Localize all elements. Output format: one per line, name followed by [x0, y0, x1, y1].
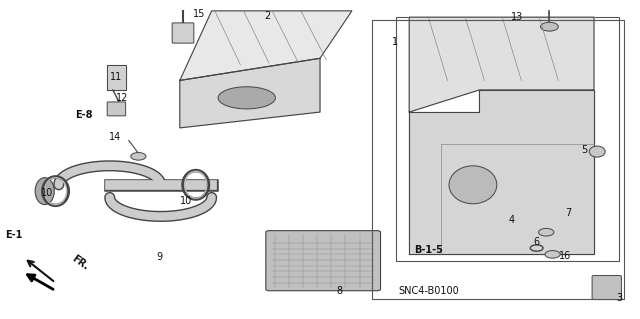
Text: 12: 12 [116, 93, 129, 103]
Polygon shape [409, 90, 594, 254]
Text: SNC4-B0100: SNC4-B0100 [398, 286, 459, 296]
FancyBboxPatch shape [592, 276, 621, 300]
FancyBboxPatch shape [172, 23, 194, 43]
Text: 1: 1 [392, 38, 398, 48]
Ellipse shape [449, 166, 497, 204]
Circle shape [540, 22, 558, 31]
Text: E-8: E-8 [76, 110, 93, 120]
Text: 6: 6 [534, 237, 540, 247]
Text: 3: 3 [616, 293, 623, 303]
Circle shape [545, 250, 560, 258]
Polygon shape [106, 65, 125, 90]
Text: 16: 16 [559, 251, 572, 261]
FancyBboxPatch shape [107, 102, 125, 116]
Ellipse shape [218, 87, 275, 109]
Text: 11: 11 [110, 72, 122, 82]
Text: 7: 7 [565, 208, 572, 218]
Text: 15: 15 [193, 9, 205, 19]
FancyBboxPatch shape [266, 231, 381, 291]
Text: E-1: E-1 [6, 230, 23, 241]
Text: 2: 2 [264, 11, 271, 21]
Polygon shape [409, 17, 594, 112]
Text: 10: 10 [41, 188, 53, 198]
Text: 9: 9 [156, 252, 163, 262]
Polygon shape [180, 58, 320, 128]
Text: 8: 8 [336, 286, 342, 296]
Bar [372, 20, 624, 299]
Text: 4: 4 [508, 215, 514, 225]
Text: 5: 5 [581, 145, 588, 155]
Text: 14: 14 [109, 132, 121, 142]
Text: 10: 10 [180, 196, 192, 206]
Polygon shape [180, 11, 352, 80]
Text: 13: 13 [511, 12, 524, 22]
Circle shape [539, 228, 554, 236]
Ellipse shape [589, 146, 605, 157]
Circle shape [131, 152, 146, 160]
Ellipse shape [35, 178, 54, 204]
Text: FR.: FR. [70, 254, 91, 272]
Text: B-1-5: B-1-5 [414, 245, 443, 255]
